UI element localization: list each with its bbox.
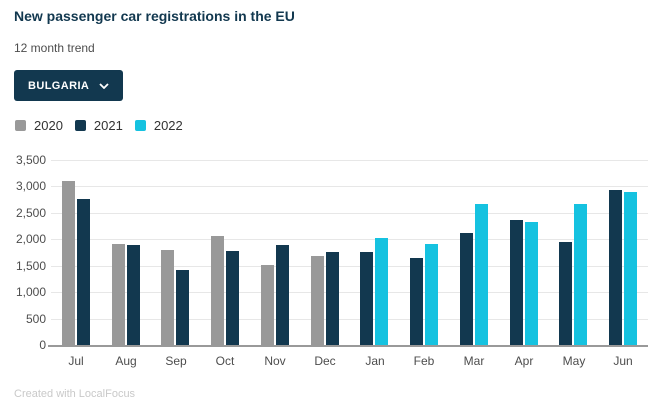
gridline xyxy=(51,160,648,161)
bar-2021-sep[interactable] xyxy=(176,270,189,345)
gridline xyxy=(51,319,648,320)
bar-2021-jan[interactable] xyxy=(360,252,373,345)
legend-swatch-2021 xyxy=(74,120,86,131)
page-title: New passenger car registrations in the E… xyxy=(14,8,295,24)
x-axis-tick-label: Jan xyxy=(365,354,385,368)
bar-2020-sep[interactable] xyxy=(161,250,174,345)
bar-2021-oct[interactable] xyxy=(226,251,239,345)
x-axis-tick-label: May xyxy=(562,354,586,368)
bar-2020-nov[interactable] xyxy=(261,265,274,345)
bar-2022-mar[interactable] xyxy=(475,204,488,345)
gridline xyxy=(51,266,648,267)
gridline xyxy=(51,239,648,240)
bar-2022-apr[interactable] xyxy=(525,222,538,345)
bar-2021-aug[interactable] xyxy=(127,245,140,345)
country-dropdown-label: BULGARIA xyxy=(28,79,90,92)
chart-area: 0 500 1,000 1,500 2,000 2,500 3,000 3,500 Jul Aug… xyxy=(0,152,658,382)
gridline xyxy=(51,186,648,187)
legend-swatch-2022 xyxy=(134,120,146,131)
legend-item-2022: 2022 xyxy=(134,118,183,133)
bar-2021-apr[interactable] xyxy=(510,220,523,345)
y-axis-tick-label: 1,500 xyxy=(15,259,46,273)
legend-label: 2021 xyxy=(93,118,123,133)
y-axis-tick-label: 0 xyxy=(39,338,46,352)
x-axis-tick-label: Aug xyxy=(115,354,137,368)
legend-item-2020: 2020 xyxy=(15,118,63,133)
bar-2022-jun[interactable] xyxy=(624,192,637,345)
bar-2022-may[interactable] xyxy=(574,204,587,345)
bar-2021-jun[interactable] xyxy=(609,190,622,345)
bar-2020-oct[interactable] xyxy=(211,236,224,345)
bar-2021-jul[interactable] xyxy=(77,199,90,345)
bar-2021-may[interactable] xyxy=(559,242,572,345)
chart-subtitle: 12 month trend xyxy=(14,41,95,55)
y-axis-tick-label: 2,500 xyxy=(15,206,46,220)
x-axis-tick-label: Feb xyxy=(413,354,435,368)
legend-label: 2020 xyxy=(34,118,63,133)
x-axis-tick-label: Mar xyxy=(463,354,485,368)
y-axis-tick-label: 1,000 xyxy=(15,285,46,299)
legend-swatch-2020 xyxy=(15,120,26,131)
x-axis-tick-label: Sep xyxy=(165,354,187,368)
y-axis-tick-label: 3,500 xyxy=(15,153,46,167)
legend-item-2021: 2021 xyxy=(74,118,123,133)
legend-label: 2022 xyxy=(153,118,183,133)
bar-2020-aug[interactable] xyxy=(112,244,125,345)
y-axis-tick-label: 500 xyxy=(25,312,46,326)
bar-2022-feb[interactable] xyxy=(425,244,438,345)
bar-2021-nov[interactable] xyxy=(276,245,289,345)
legend: 2020 2021 2022 xyxy=(15,118,195,133)
y-axis-tick-label: 3,000 xyxy=(15,179,46,193)
chevron-down-icon xyxy=(99,82,109,89)
gridline xyxy=(51,213,648,214)
y-axis-tick-label: 2,000 xyxy=(15,232,46,246)
bar-2020-dec[interactable] xyxy=(311,256,324,345)
bar-2021-mar[interactable] xyxy=(460,233,473,345)
bar-2021-dec[interactable] xyxy=(326,252,339,345)
x-axis-line xyxy=(48,345,648,347)
x-axis-tick-label: Dec xyxy=(314,354,336,368)
x-axis-tick-label: Oct xyxy=(215,354,235,368)
bar-2020-jul[interactable] xyxy=(62,181,75,345)
credit-text: Created with LocalFocus xyxy=(14,388,136,400)
bar-2021-feb[interactable] xyxy=(410,258,423,345)
bar-2022-jan[interactable] xyxy=(375,238,388,345)
x-axis-tick-label: Jul xyxy=(68,354,84,368)
x-axis-tick-label: Apr xyxy=(514,354,534,368)
x-axis-tick-label: Nov xyxy=(264,354,286,368)
x-axis-tick-label: Jun xyxy=(613,354,633,368)
gridline xyxy=(51,292,648,293)
country-dropdown[interactable]: BULGARIA xyxy=(14,70,124,101)
